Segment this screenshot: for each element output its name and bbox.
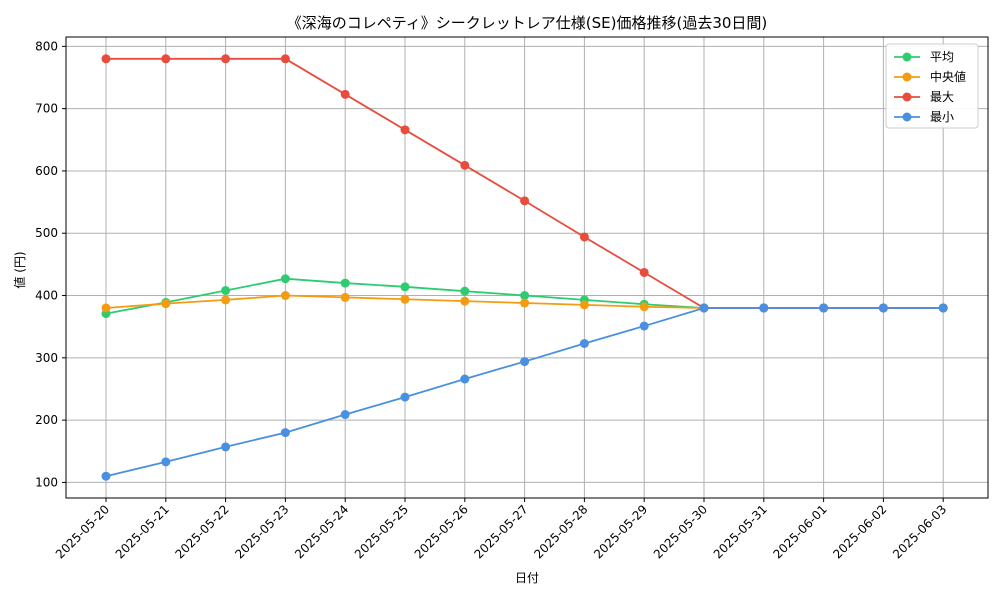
series-2-point (101, 54, 111, 64)
y-tick-label: 600 (35, 164, 58, 178)
series-1-point (639, 302, 649, 312)
legend-label: 平均 (930, 50, 954, 64)
series-2-point (280, 54, 290, 64)
legend-label: 最大 (930, 90, 954, 104)
series-2-point (340, 89, 350, 99)
legend-label: 中央値 (930, 69, 966, 84)
series-1-point (340, 292, 350, 302)
series-2-point (221, 54, 231, 64)
series-3-point (460, 374, 470, 384)
series-1-point (161, 299, 171, 309)
series-3-point (161, 457, 171, 467)
y-tick-label: 700 (35, 102, 58, 116)
series-3-point (101, 471, 111, 481)
series-1-point (400, 294, 410, 304)
series-3-point (938, 303, 948, 313)
series-3-point (759, 303, 769, 313)
y-tick-label: 500 (35, 226, 58, 240)
series-3-point (520, 357, 530, 367)
series-3-point (639, 321, 649, 331)
series-1-point (221, 295, 231, 305)
legend-swatch-marker (902, 92, 912, 102)
legend-box (885, 43, 979, 129)
series-2-point (161, 54, 171, 64)
x-axis-label: 日付 (515, 571, 539, 585)
chart-title: 《深海のコレペティ》シークレットレア仕様(SE)価格推移(過去30日間) (287, 14, 768, 32)
plot-frame (65, 36, 989, 499)
series-3-point (579, 339, 589, 349)
series-3-point (221, 442, 231, 452)
axes (62, 36, 989, 502)
series-3-point (400, 392, 410, 402)
y-tick-label: 400 (35, 289, 58, 303)
series-3-point (699, 303, 709, 313)
series-3-point (340, 410, 350, 420)
series-2-point (460, 160, 470, 170)
series-1-point (460, 296, 470, 306)
series-2-point (639, 267, 649, 277)
y-tick-label: 200 (35, 413, 58, 427)
legend-swatch-marker (902, 112, 912, 122)
series-2-point (520, 196, 530, 206)
series-0-point (460, 286, 470, 296)
legend-label: 最小 (930, 110, 954, 124)
series-0-point (520, 291, 530, 301)
series-2-point (400, 125, 410, 135)
series-0-point (340, 278, 350, 288)
series-2-point (579, 232, 589, 242)
series-1-point (101, 303, 111, 313)
y-tick-label: 300 (35, 351, 58, 365)
series-0-point (280, 274, 290, 284)
y-tick-label: 800 (35, 39, 58, 53)
series-1-point (520, 298, 530, 308)
legend-swatch-marker (902, 52, 912, 62)
series-3-point (280, 428, 290, 438)
series-0-point (221, 286, 231, 296)
series-0-point (400, 282, 410, 292)
legend-swatch-marker (902, 72, 912, 82)
series-1-point (579, 300, 589, 310)
series-3-point (819, 303, 829, 313)
series-3-point (878, 303, 888, 313)
series-lines (101, 54, 948, 481)
y-tick-label: 100 (35, 475, 58, 489)
series-1-point (280, 291, 290, 301)
y-axis-label: 値 (円) (12, 251, 27, 288)
